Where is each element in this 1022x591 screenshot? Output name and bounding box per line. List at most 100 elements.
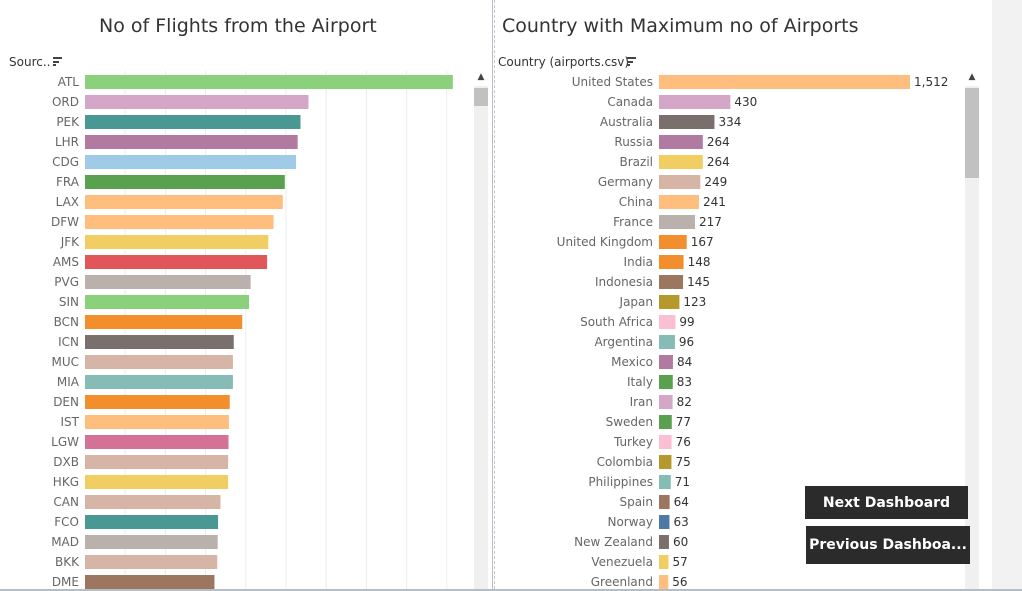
bar[interactable] [85,395,230,409]
right-scrollbar-thumb[interactable] [965,88,979,178]
bar[interactable] [85,215,274,229]
bar[interactable] [659,475,671,489]
category-label: Japan [619,295,653,309]
next-dashboard-button[interactable]: Next Dashboard [805,486,968,519]
left-scrollbar-thumb[interactable] [474,88,488,106]
bar[interactable] [85,235,269,249]
right-scrollbar[interactable] [965,86,979,589]
bar[interactable] [659,435,672,449]
bar[interactable] [85,455,229,469]
bar[interactable] [659,395,673,409]
bar[interactable] [659,95,731,109]
bar[interactable] [659,275,684,289]
bar[interactable] [659,535,669,549]
bar[interactable] [85,515,219,529]
category-label: Brazil [620,155,654,169]
category-label: Norway [607,515,653,529]
bar[interactable] [85,355,233,369]
bottom-border [0,589,1022,591]
bar[interactable] [85,155,297,169]
bar[interactable] [85,475,229,489]
category-label: United States [572,75,653,89]
bar[interactable] [659,575,669,589]
data-label: 75 [675,455,690,469]
category-label: France [613,215,653,229]
category-label: LAX [56,195,79,209]
bar[interactable] [85,555,218,569]
category-label: Philippines [588,475,653,489]
bar[interactable] [659,215,696,229]
category-label: MUC [51,355,79,369]
data-label: 82 [677,395,692,409]
category-label: JFK [60,235,80,249]
left-scrollbar[interactable] [474,86,488,589]
category-label: Turkey [613,435,653,449]
bar[interactable] [85,295,250,309]
bar[interactable] [85,255,268,269]
category-label: BCN [54,315,79,329]
category-label: DEN [53,395,79,409]
bar[interactable] [85,575,215,589]
bar[interactable] [659,415,672,429]
category-label: HKG [53,475,79,489]
category-label: Australia [600,115,653,129]
bar[interactable] [85,75,453,89]
data-label: 83 [677,375,692,389]
airports-bar-chart: United States 1,512 Canada 430 Australia 334 R… [557,75,948,589]
bar[interactable] [659,75,910,89]
sort-descending-icon[interactable] [53,57,62,66]
category-label: MAD [51,535,79,549]
data-label: 77 [676,415,691,429]
bar[interactable] [659,455,672,469]
bar[interactable] [659,495,670,509]
source-column-header[interactable]: Sourc.. [9,55,51,69]
data-label: 60 [673,535,688,549]
sort-descending-icon[interactable] [627,57,636,66]
data-label: 217 [699,215,722,229]
bar[interactable] [85,375,233,389]
category-label: New Zealand [574,535,653,549]
bar[interactable] [659,135,703,149]
bar[interactable] [659,115,715,129]
data-label: 64 [674,495,689,509]
bar[interactable] [659,375,673,389]
bar[interactable] [85,315,243,329]
previous-dashboard-button[interactable]: Previous Dashboa... [806,526,970,564]
data-label: 145 [687,275,710,289]
bar[interactable] [659,555,669,569]
scroll-up-arrow-icon[interactable]: ▲ [968,72,976,82]
bar[interactable] [85,435,229,449]
category-label: DFW [51,215,79,229]
flights-panel: No of Flights from the Airport Sourc.. A… [0,0,493,589]
country-column-header[interactable]: Country (airports.csv) [498,55,630,69]
data-label: 148 [688,255,711,269]
bar[interactable] [659,175,701,189]
bar[interactable] [85,535,218,549]
category-label: Sweden [606,415,653,429]
bar[interactable] [659,235,687,249]
category-label: Canada [607,95,653,109]
bar[interactable] [85,195,283,209]
bar[interactable] [659,315,676,329]
category-label: LHR [55,135,79,149]
bar[interactable] [659,335,675,349]
bar[interactable] [85,115,301,129]
bar[interactable] [659,195,700,209]
bar[interactable] [659,155,703,169]
bar[interactable] [85,275,251,289]
bar[interactable] [85,335,234,349]
category-label: ATL [58,75,80,89]
category-label: AMS [53,255,79,269]
bar[interactable] [659,515,670,529]
scroll-up-arrow-icon[interactable]: ▲ [477,72,485,82]
bar[interactable] [85,415,229,429]
bar[interactable] [659,355,673,369]
bar[interactable] [85,495,221,509]
bar[interactable] [659,255,684,269]
bar[interactable] [85,175,285,189]
bar[interactable] [85,95,309,109]
bar[interactable] [659,295,680,309]
airports-panel: Country with Maximum no of Airports Coun… [494,0,991,589]
bar[interactable] [85,135,298,149]
category-label: ICN [58,335,79,349]
